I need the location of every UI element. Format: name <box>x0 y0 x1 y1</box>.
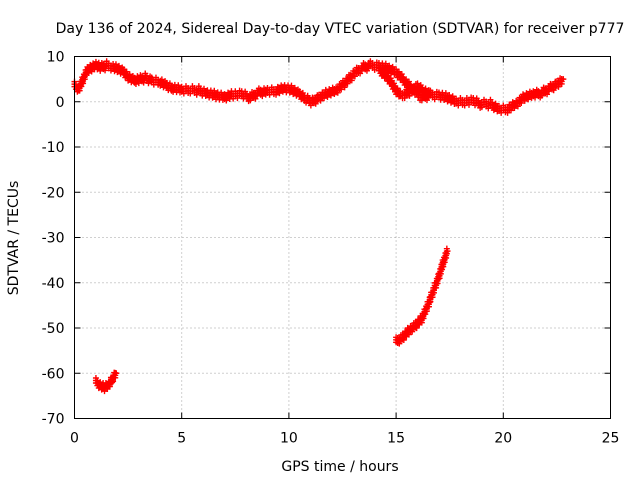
data-point <box>338 86 345 93</box>
y-tick-label: -60 <box>42 366 65 382</box>
data-point <box>405 331 412 338</box>
y-tick-label: -20 <box>42 185 65 201</box>
data-point <box>440 263 447 270</box>
data-point <box>348 77 355 84</box>
x-tick-label: 0 <box>70 431 79 447</box>
data-point <box>430 289 437 296</box>
data-point <box>427 91 434 98</box>
data-point <box>113 370 120 377</box>
y-tick-label: 10 <box>47 50 65 66</box>
data-point <box>80 80 87 87</box>
data-point <box>411 89 418 96</box>
data-point <box>508 107 515 114</box>
series-lower-branch <box>375 62 434 102</box>
data-point <box>514 103 521 110</box>
data-point <box>444 248 451 255</box>
data-point <box>518 100 525 107</box>
data-point <box>351 73 358 80</box>
data-point <box>420 315 427 322</box>
data-point <box>247 97 254 104</box>
data-point <box>433 284 440 291</box>
x-tick-label: 10 <box>280 431 298 447</box>
data-point <box>193 91 200 98</box>
data-point <box>252 95 259 102</box>
data-point <box>334 89 341 96</box>
y-tick-label: 0 <box>56 95 65 111</box>
x-tick-label: 20 <box>494 431 512 447</box>
y-tick-label: -40 <box>42 276 65 292</box>
data-point <box>400 336 407 343</box>
data-point <box>344 80 351 87</box>
data-point <box>106 383 113 390</box>
data-point <box>81 76 88 83</box>
series-early-tail <box>92 369 120 395</box>
data-point <box>110 378 117 385</box>
tick-labels: 0 5 10 15 20 25 10 0 -10 -20 -30 -40 -50 -60 -70 <box>42 50 620 447</box>
data-point <box>485 105 492 112</box>
data-point <box>425 303 432 310</box>
data-point <box>441 259 448 266</box>
y-tick-label: -70 <box>42 412 65 428</box>
data-point <box>78 83 85 90</box>
data-point <box>396 340 403 347</box>
data-point <box>401 95 408 102</box>
data-point <box>550 87 557 94</box>
x-tick-label: 25 <box>602 431 620 447</box>
data-point <box>434 280 441 287</box>
y-axis-title: SDTVAR / TECUs <box>6 181 22 296</box>
data-point <box>429 294 436 301</box>
data-point <box>544 91 551 98</box>
data-point <box>418 319 425 326</box>
data-point <box>443 254 450 261</box>
y-tick-label: -10 <box>42 140 65 156</box>
data-point <box>422 311 429 318</box>
data-point <box>76 87 83 94</box>
plot-area <box>71 58 567 395</box>
data-point <box>560 76 567 83</box>
data-point <box>409 328 416 335</box>
x-tick-label: 15 <box>387 431 405 447</box>
plot-frame <box>74 56 611 419</box>
data-point <box>312 100 319 107</box>
data-point <box>555 83 562 90</box>
data-point <box>406 92 413 99</box>
data-point <box>317 97 324 104</box>
data-point <box>341 84 348 91</box>
series-afternoon-ramp <box>393 245 451 347</box>
data-point <box>504 109 511 116</box>
data-point <box>423 308 430 315</box>
x-axis-title: GPS time / hours <box>281 459 398 475</box>
data-point <box>538 92 545 99</box>
data-point <box>321 95 328 102</box>
data-point <box>102 67 109 74</box>
data-point <box>112 374 119 381</box>
data-point <box>427 298 434 305</box>
data-point <box>413 325 420 332</box>
data-point <box>307 102 314 109</box>
data-point <box>109 379 116 386</box>
chart-title: Day 136 of 2024, Sidereal Day-to-day VTE… <box>56 21 625 37</box>
y-tick-label: -50 <box>42 321 65 337</box>
y-tick-label: -30 <box>42 231 65 247</box>
data-point <box>558 80 565 87</box>
x-tick-label: 5 <box>177 431 186 447</box>
grid <box>74 56 611 419</box>
